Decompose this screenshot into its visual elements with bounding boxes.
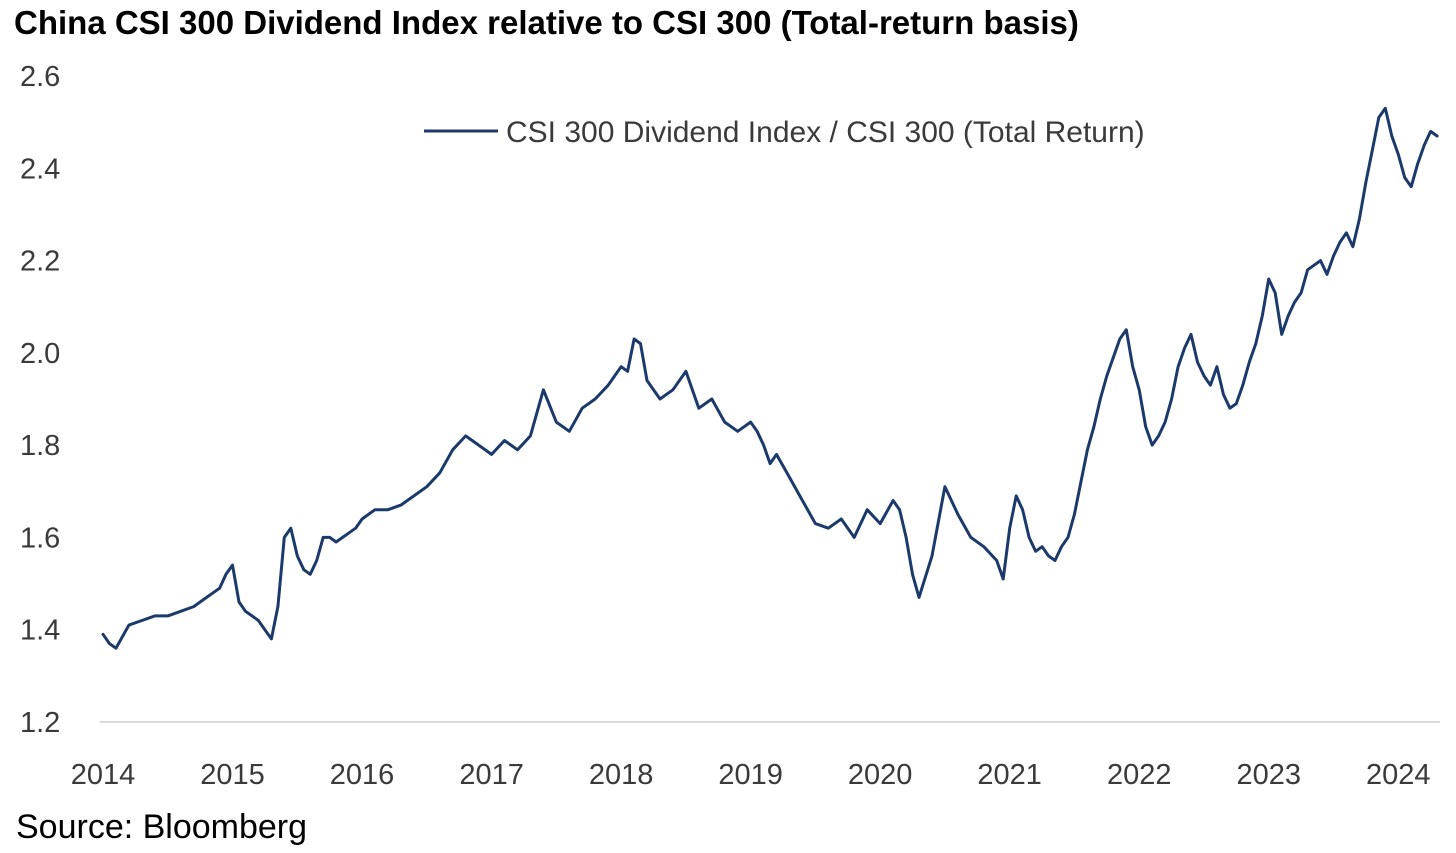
x-tick-label: 2018	[589, 759, 654, 791]
chart-title: China CSI 300 Dividend Index relative to…	[14, 4, 1079, 41]
source-note: Source: Bloomberg	[16, 808, 308, 846]
x-tick-label: 2021	[977, 759, 1042, 791]
y-tick-label: 1.6	[20, 522, 60, 554]
y-axis-ticks: 1.2 1.4 1.6 1.8 2.0 2.2 2.4 2.6	[20, 61, 60, 739]
x-tick-label: 2019	[718, 759, 783, 791]
x-tick-label: 2016	[330, 759, 395, 791]
x-tick-label: 2020	[848, 759, 913, 791]
y-tick-label: 1.8	[20, 430, 60, 462]
x-tick-label: 2015	[200, 759, 265, 791]
x-tick-label: 2023	[1236, 759, 1301, 791]
x-tick-label: 2022	[1107, 759, 1172, 791]
y-tick-label: 2.2	[20, 246, 60, 278]
y-tick-label: 1.2	[20, 707, 60, 739]
x-tick-label: 2017	[459, 759, 524, 791]
y-tick-label: 2.4	[20, 153, 60, 185]
y-tick-label: 1.4	[20, 615, 60, 647]
y-tick-label: 2.6	[20, 61, 60, 93]
legend-label: CSI 300 Dividend Index / CSI 300 (Total …	[506, 116, 1145, 149]
x-tick-label: 2024	[1366, 759, 1431, 791]
legend: CSI 300 Dividend Index / CSI 300 (Total …	[424, 116, 1145, 149]
x-axis-ticks: 2014 2015 2016 2017 2018 2019 2020 2021 2022 2023…	[71, 759, 1431, 791]
x-tick-label: 2014	[71, 759, 136, 791]
series-line	[101, 106, 1439, 650]
y-tick-label: 2.0	[20, 338, 60, 370]
